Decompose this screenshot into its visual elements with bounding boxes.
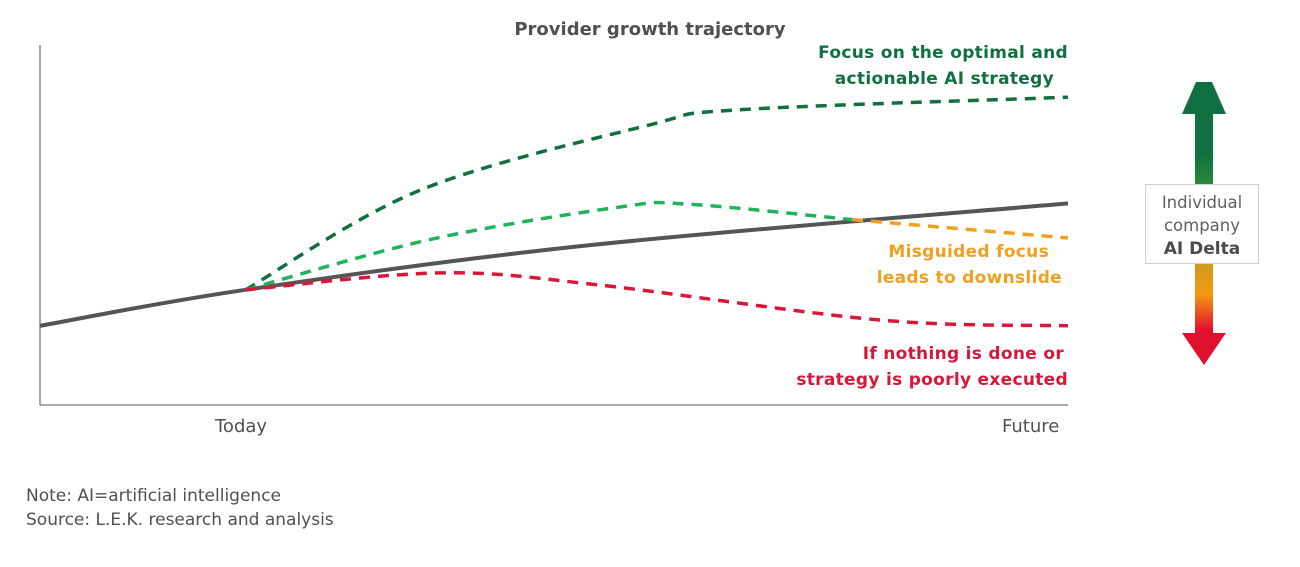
annotation-optimal: Focus on the optimal and actionable AI st… — [818, 43, 1068, 89]
x-tick-today: Today — [215, 416, 268, 437]
series-line-nothing-done — [245, 271, 1069, 328]
annotation-nothing-done: If nothing is done or strategy is poorly … — [796, 344, 1068, 390]
ai-delta-box: Individual company AI Delta — [1145, 184, 1259, 264]
footer-note: Note: AI=artificial intelligence — [26, 486, 281, 506]
arrow-down-icon — [1182, 264, 1226, 365]
delta-label-1: Individual — [1161, 193, 1243, 212]
chart-title: Provider growth trajectory — [514, 19, 786, 40]
series-line-misguided-rise — [245, 200, 853, 292]
series-line-misguided-fall — [851, 217, 1069, 240]
x-tick-future: Future — [1002, 416, 1060, 437]
delta-label-3: AI Delta — [1163, 239, 1241, 259]
delta-label-2: company — [1163, 216, 1241, 235]
annotation-misguided: Misguided focus leads to downslide — [876, 242, 1062, 288]
arrow-up-icon — [1182, 82, 1226, 184]
series-line-optimal — [244, 95, 1069, 292]
footer-source: Source: L.E.K. research and analysis — [26, 510, 334, 530]
series-line-baseline — [39, 201, 1069, 328]
